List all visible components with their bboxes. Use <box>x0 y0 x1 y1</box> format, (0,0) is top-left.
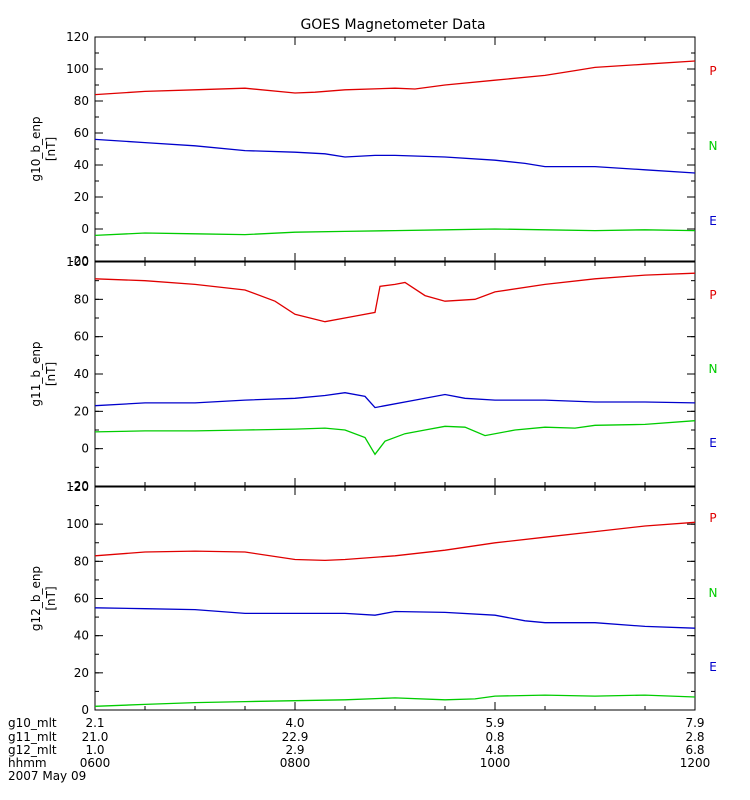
y-axis-label: g10_b_enp <box>29 116 43 181</box>
y-tick-label: 120 <box>66 480 89 494</box>
date-label: 2007 May 09 <box>8 769 86 783</box>
y-tick-label: 40 <box>74 367 89 381</box>
y-tick-label: 80 <box>74 554 89 568</box>
y-tick-label: 100 <box>66 517 89 531</box>
y-tick-label: 40 <box>74 158 89 172</box>
panel-1: -20 0 20 40 60 80 100 g11_b_enp [nT] P N E <box>29 255 717 493</box>
legend-label-P: P <box>709 64 716 78</box>
series-N-line <box>95 694 695 707</box>
x-row-value: 2.1 <box>85 716 104 730</box>
series-N-line <box>95 420 695 456</box>
panel-0: -20 0 20 40 60 80 100 120 g10_b_enp [nT] P N E <box>29 30 717 268</box>
x-axis-label-table: g10_mlt 2.1 4.0 5.9 7.9 g11_mlt 21.0 22.9 0.8 2.8… <box>8 716 710 770</box>
y-tick-label: 20 <box>74 404 89 418</box>
x-row-label: hhmm <box>8 756 47 770</box>
legend-label-P: P <box>709 511 716 525</box>
x-row-value: 4.0 <box>285 716 304 730</box>
y-tick-label: -20 <box>69 479 89 493</box>
legend-label-P: P <box>709 288 716 302</box>
series-E-line <box>95 392 695 409</box>
x-row-value: 2.9 <box>285 743 304 757</box>
x-row-label: g12_mlt <box>8 743 57 757</box>
y-tick-label: 120 <box>66 30 89 44</box>
y-tick-label: 80 <box>74 94 89 108</box>
series-P-line <box>95 272 695 323</box>
y-axis-label: g11_b_enp <box>29 341 43 406</box>
legend-label-E: E <box>709 436 717 450</box>
y-tick-label: 0 <box>81 222 89 236</box>
y-axis-units: [nT] <box>44 137 58 161</box>
y-tick-label: 100 <box>66 62 89 76</box>
panel-frame <box>94 36 696 262</box>
panel-frame <box>94 261 696 487</box>
panel-frame <box>94 486 696 711</box>
x-row-value: 2.8 <box>685 730 704 744</box>
y-tick-label: 60 <box>74 330 89 344</box>
x-row-value: 1.0 <box>85 743 104 757</box>
x-row-label: g10_mlt <box>8 716 57 730</box>
x-row-value: 1200 <box>680 756 711 770</box>
legend-label-N: N <box>709 586 718 600</box>
legend-label-N: N <box>709 139 718 153</box>
series-E-line <box>95 138 695 174</box>
y-axis-units: [nT] <box>44 586 58 610</box>
x-row-value: 6.8 <box>685 743 704 757</box>
y-tick-label: 0 <box>81 442 89 456</box>
legend-label-E: E <box>709 214 717 228</box>
x-row-value: 4.8 <box>485 743 504 757</box>
y-tick-label: 20 <box>74 190 89 204</box>
series-N-line <box>95 228 695 237</box>
chart-title: GOES Magnetometer Data <box>300 17 485 33</box>
x-row-value: 5.9 <box>485 716 504 730</box>
panel-2: 0 20 40 60 80 100 120 g12_b_enp [nT] P N E <box>29 480 717 717</box>
x-row-value: 0800 <box>280 756 311 770</box>
y-tick-label: 20 <box>74 666 89 680</box>
y-tick-label: 60 <box>74 592 89 606</box>
y-tick-label: 100 <box>66 255 89 269</box>
x-row-value: 1000 <box>480 756 511 770</box>
x-row-label: g11_mlt <box>8 730 57 744</box>
x-row-value: 21.0 <box>82 730 109 744</box>
y-axis-units: [nT] <box>44 362 58 386</box>
y-tick-label: 0 <box>81 703 89 717</box>
x-row-value: 22.9 <box>282 730 309 744</box>
y-axis-label: g12_b_enp <box>29 566 43 631</box>
legend-label-N: N <box>709 362 718 376</box>
legend-label-E: E <box>709 660 717 674</box>
x-row-value: 0.8 <box>485 730 504 744</box>
x-row-value: 7.9 <box>685 716 704 730</box>
series-P-line <box>95 60 695 96</box>
y-tick-label: -20 <box>69 254 89 268</box>
y-tick-label: 60 <box>74 126 89 140</box>
y-tick-label: 40 <box>74 629 89 643</box>
x-row-value: 0600 <box>80 756 111 770</box>
y-tick-label: 80 <box>74 292 89 306</box>
series-E-line <box>95 607 695 629</box>
series-P-line <box>95 521 695 562</box>
